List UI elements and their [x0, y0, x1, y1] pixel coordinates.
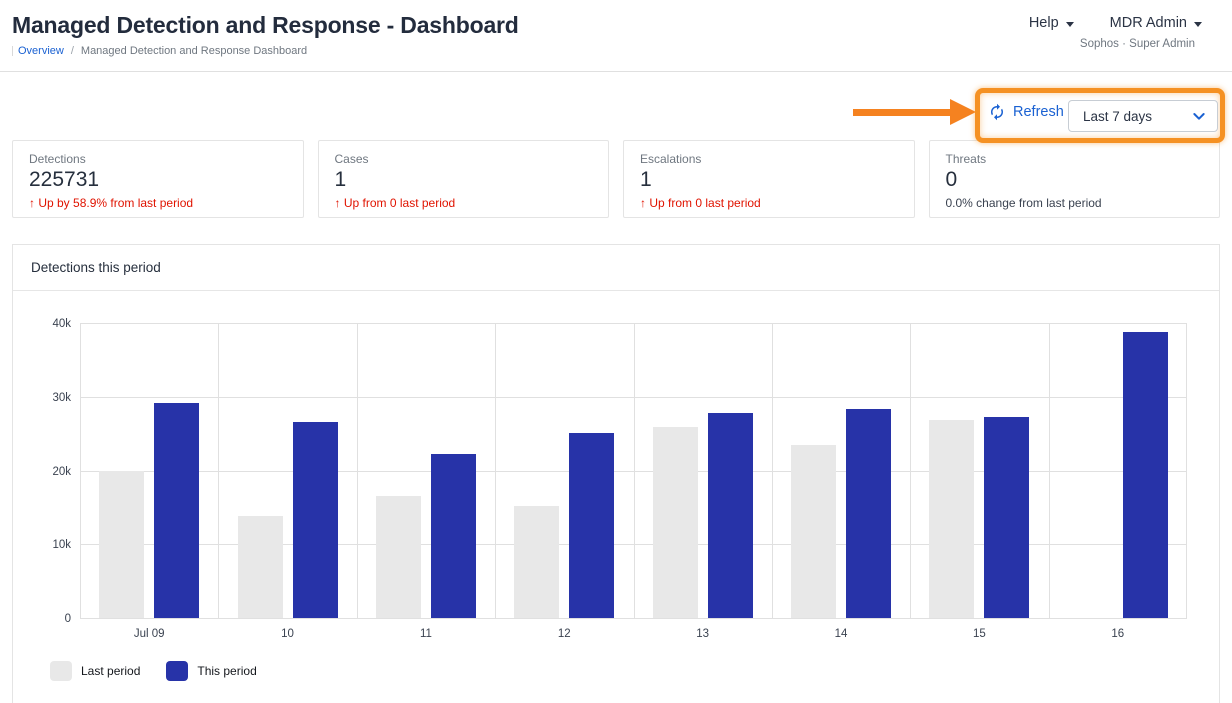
stat-delta: ↑ Up from 0 last period — [640, 196, 761, 210]
legend-item-this-period[interactable]: This period — [166, 661, 257, 681]
bar-this-period — [292, 421, 338, 618]
gridline-v — [495, 323, 497, 618]
annotation-arrow-shaft — [853, 109, 953, 116]
stat-label: Cases — [334, 152, 369, 166]
stat-delta: ↑ Up by 58.9% from last period — [29, 196, 194, 210]
bar-group — [634, 323, 772, 618]
gridline-v — [1186, 323, 1187, 618]
bar-group — [910, 323, 1048, 618]
breadcrumb-current: Managed Detection and Response Dashboard — [80, 45, 308, 57]
x-tick-label: 13 — [696, 628, 710, 640]
legend-label: This period — [197, 664, 257, 678]
plot-area — [80, 323, 1187, 619]
stat-delta: 0.0% change from last period — [945, 196, 1102, 210]
bar-this-period — [569, 432, 615, 618]
gridline-v — [80, 323, 81, 618]
gridline-v — [910, 323, 912, 618]
gridline-v — [633, 323, 635, 618]
chart-x-axis: Jul 09 10 11 12 13 14 15 16 — [80, 628, 1187, 640]
gridline-v — [1048, 323, 1050, 618]
bar-this-period — [1122, 331, 1168, 618]
y-tick-label: 0 — [64, 613, 71, 625]
help-menu-label: Help — [1028, 15, 1059, 31]
bar-this-period — [984, 416, 1030, 618]
bar-last-period — [514, 505, 560, 618]
chart-legend: Last period This period — [50, 661, 257, 681]
bar-group — [357, 323, 495, 618]
stat-label: Detections — [29, 152, 86, 166]
x-tick-label: 10 — [281, 628, 294, 640]
stat-card-escalations: Escalations 1 ↑ Up from 0 last period — [623, 140, 915, 218]
breadcrumb-divider — [12, 46, 13, 56]
chevron-down-icon — [1191, 108, 1207, 124]
annotation-arrow-head — [950, 99, 976, 125]
legend-label: Last period — [81, 664, 141, 678]
stat-card-cases: Cases 1 ↑ Up from 0 last period — [317, 140, 609, 218]
legend-swatch — [50, 661, 72, 681]
chart-title: Detections this period — [13, 245, 1219, 291]
header-divider — [0, 71, 1232, 72]
breadcrumb-separator: / — [70, 45, 74, 57]
bar-last-period — [791, 444, 837, 618]
caret-down-icon — [1194, 21, 1202, 27]
gridline-h — [80, 618, 1187, 619]
detections-chart-panel: Detections this period 0 10k 20k 30k 40k Jul… — [12, 244, 1220, 703]
bar-this-period — [154, 402, 200, 618]
page-title: Managed Detection and Response - Dashboa… — [12, 12, 519, 38]
x-tick-label: 14 — [834, 628, 848, 640]
stat-delta: ↑ Up from 0 last period — [334, 196, 456, 210]
gridline-v — [771, 323, 773, 618]
chart-y-axis: 0 10k 20k 30k 40k — [13, 318, 71, 625]
bar-this-period — [846, 408, 892, 618]
bar-group — [1049, 323, 1187, 618]
stat-card-threats: Threats 0 0.0% change from last period — [928, 140, 1220, 218]
bar-last-period — [99, 471, 145, 618]
help-menu[interactable]: Help — [1029, 15, 1074, 31]
stat-label: Escalations — [640, 152, 702, 166]
y-tick-label: 20k — [52, 465, 71, 478]
x-tick-label: 11 — [419, 628, 432, 640]
stat-card-detections: Detections 225731 ↑ Up by 58.9% from las… — [12, 140, 304, 218]
account-menu[interactable]: MDR Admin — [1110, 15, 1202, 31]
bar-last-period — [929, 419, 975, 618]
bar-group — [772, 323, 910, 618]
x-tick-label: 12 — [557, 628, 571, 640]
bar-group — [495, 323, 633, 618]
tenant-context: Sophos · Super Admin — [1079, 38, 1195, 50]
stat-value: 0 — [945, 168, 958, 191]
y-tick-label: 10k — [52, 539, 71, 552]
stat-value: 1 — [640, 168, 652, 191]
x-tick-label: 16 — [1111, 628, 1125, 640]
bar-last-period — [237, 515, 283, 618]
y-tick-label: 30k — [52, 391, 71, 404]
caret-down-icon — [1065, 21, 1074, 27]
bar-this-period — [430, 453, 476, 618]
account-menu-label: MDR Admin — [1109, 15, 1187, 31]
refresh-label: Refresh — [1013, 104, 1064, 120]
x-tick-label: 15 — [973, 628, 986, 640]
bar-last-period — [375, 496, 421, 618]
gridline-v — [218, 323, 220, 618]
bar-group — [218, 323, 356, 618]
bar-group — [80, 323, 218, 618]
period-select[interactable]: Last 7 days — [1068, 100, 1218, 132]
legend-item-last-period[interactable]: Last period — [50, 661, 140, 681]
bar-last-period — [652, 427, 698, 618]
refresh-icon — [988, 103, 1006, 121]
period-select-value: Last 7 days — [1083, 108, 1153, 124]
legend-swatch — [166, 661, 189, 681]
breadcrumb: Overview / Managed Detection and Respons… — [12, 45, 519, 57]
page-header: Managed Detection and Response - Dashboa… — [0, 0, 1232, 71]
stat-label: Threats — [945, 152, 987, 166]
stat-value: 225731 — [29, 168, 100, 191]
stats-row: Detections 225731 ↑ Up by 58.9% from las… — [12, 140, 1220, 218]
y-tick-label: 40k — [52, 318, 71, 330]
bar-this-period — [707, 412, 753, 618]
x-tick-label: Jul 09 — [133, 628, 165, 640]
breadcrumb-link-overview[interactable]: Overview — [18, 45, 64, 57]
refresh-button[interactable]: Refresh — [988, 103, 1064, 121]
gridline-v — [356, 323, 358, 618]
stat-value: 1 — [334, 168, 347, 191]
